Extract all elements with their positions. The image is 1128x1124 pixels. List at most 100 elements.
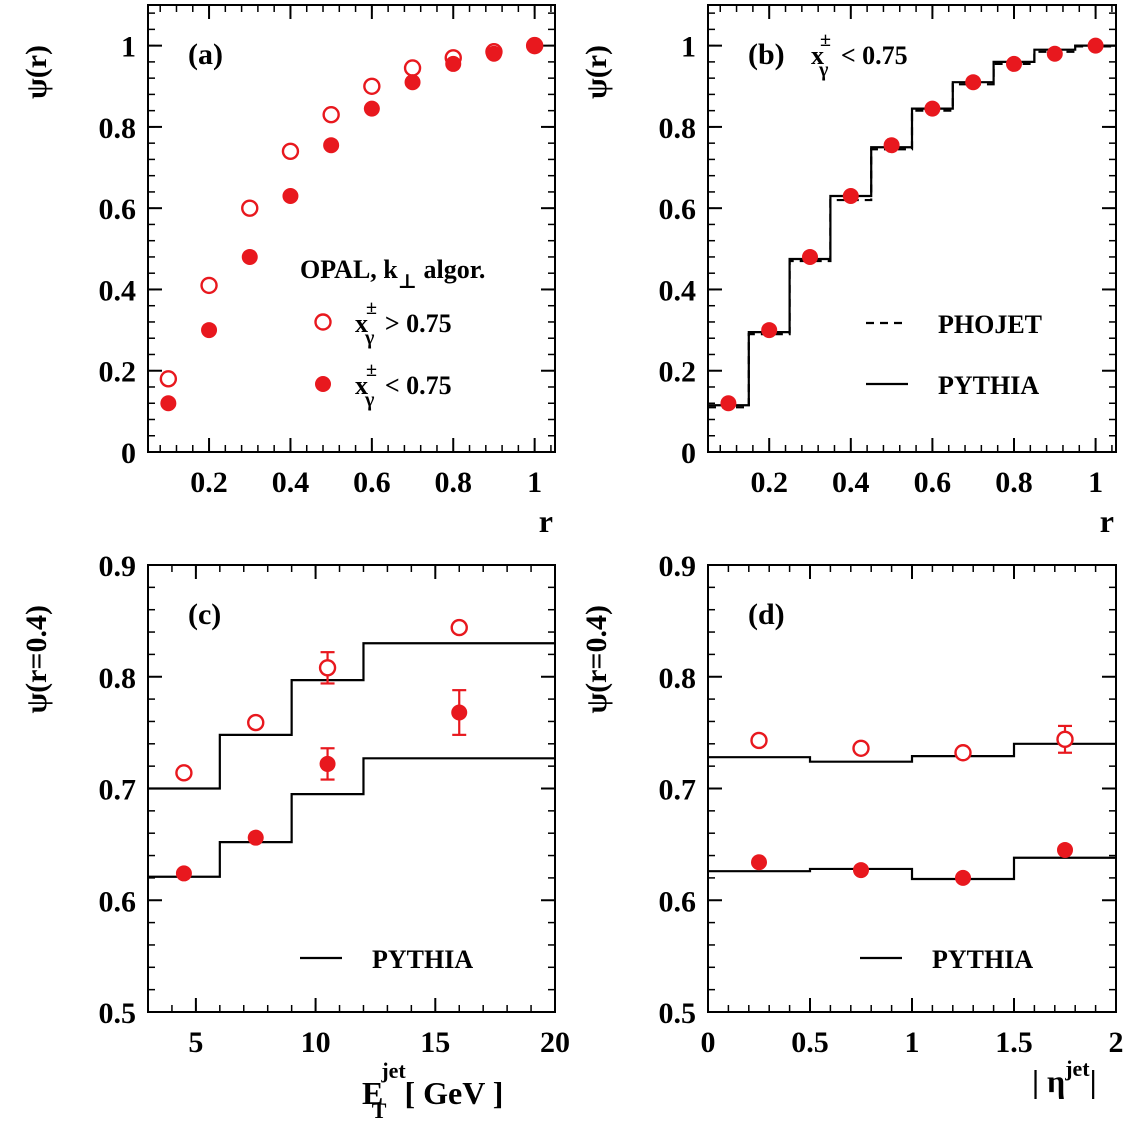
panel-c: 5 10 15 20 0.5 0.6 0.7 0.8 0.9 ψ(r=0.4) Ejet T [ Ge…: [20, 550, 570, 1123]
y-tick-label: 0.8: [99, 662, 137, 695]
filled-marker: [404, 74, 421, 91]
filled-marker: [1087, 37, 1104, 54]
panel-label: (b): [748, 38, 785, 71]
x-tick-label: 0.4: [832, 466, 870, 499]
open-marker: [750, 731, 768, 750]
filled-marker: [1006, 55, 1022, 72]
legend-entry: x± γ > 0.75: [355, 297, 452, 349]
filled-marker: [451, 704, 468, 721]
legend-cond: < 0.75: [378, 371, 451, 400]
open-marker: [450, 618, 468, 637]
y-tick-label: 0.5: [659, 997, 697, 1030]
open-marker: [363, 77, 381, 95]
filled-marker: [485, 45, 502, 62]
open-marker: [318, 659, 337, 677]
panel-label: (a): [188, 38, 223, 71]
filled-marker: [955, 869, 971, 886]
x-axis-unit: [ GeV ]: [396, 1075, 503, 1111]
filled-marker: [247, 829, 264, 846]
open-marker: [322, 106, 340, 124]
panel-label: (d): [748, 598, 785, 631]
filled-marker: [175, 865, 192, 882]
legend-entry: PYTHIA: [938, 371, 1039, 400]
x-axis-var: | η: [1032, 1063, 1065, 1099]
filled-marker: [160, 395, 177, 412]
condition-sup: ±: [820, 29, 831, 51]
model-line-pythia: [708, 44, 1116, 407]
legend-sup: ±: [366, 297, 377, 319]
y-tick-label: 0.8: [659, 112, 697, 145]
x-tick-label: 0.2: [190, 466, 228, 499]
panel-a: 0.2 0.4 0.6 0.8 1 0 0.2 0.4 0.6 0.8 1 ψ(r) r (a) OPAL,…: [20, 4, 556, 539]
y-tick-label: 0.4: [99, 274, 137, 307]
y-axis-label: ψ(r): [20, 45, 53, 99]
panel-condition: x± γ < 0.75: [811, 29, 908, 81]
legend-entry: PYTHIA: [372, 945, 473, 974]
legend-title-sub: ⊥: [398, 271, 417, 293]
model-line-pythia: [708, 856, 1116, 881]
filled-marker: [1057, 841, 1073, 858]
y-axis-label: ψ(r=0.4): [580, 605, 613, 714]
open-marker: [954, 744, 972, 762]
y-tick-label: 0.8: [99, 112, 137, 145]
model-line-pythia: [148, 642, 555, 790]
filled-marker: [751, 854, 767, 871]
plot-frame: [147, 4, 556, 453]
y-tick-label: 0: [681, 437, 696, 470]
y-tick-label: 1: [121, 31, 136, 64]
y-tick-label: 0.2: [99, 356, 137, 389]
filled-marker: [802, 248, 818, 265]
legend-marker-open: [314, 313, 332, 331]
y-tick-label: 1: [681, 31, 696, 64]
legend-entry: PHOJET: [938, 310, 1042, 339]
x-tick-label: 0.6: [914, 466, 952, 499]
open-marker: [247, 713, 265, 732]
x-tick-label: 0.6: [353, 466, 391, 499]
model-line-pythia: [148, 757, 555, 878]
open-marker: [281, 142, 300, 160]
x-axis-label: | ηjet|: [1032, 1056, 1097, 1099]
x-tick-label: 20: [540, 1026, 570, 1059]
filled-marker: [282, 187, 299, 204]
y-tick-label: 0.7: [659, 774, 697, 807]
filled-marker: [924, 100, 941, 117]
x-tick-label: 15: [420, 1026, 450, 1059]
filled-marker: [842, 187, 859, 204]
x-tick-label: 0.2: [750, 466, 788, 499]
filled-marker: [883, 137, 900, 154]
condition-value: < 0.75: [834, 41, 907, 70]
x-axis-var: E: [362, 1075, 383, 1111]
x-tick-label: 5: [188, 1026, 203, 1059]
legend-entry: x± γ < 0.75: [355, 359, 452, 411]
model-line-pythia: [708, 742, 1116, 763]
filled-marker: [323, 137, 340, 154]
filled-marker: [720, 395, 737, 412]
open-marker: [403, 59, 422, 77]
x-tick-label: 0.8: [435, 466, 473, 499]
filled-marker: [241, 248, 258, 265]
filled-marker: [526, 37, 543, 54]
y-tick-label: 0.7: [99, 774, 137, 807]
filled-marker: [761, 322, 778, 339]
open-marker: [852, 739, 870, 757]
condition-sub: γ: [818, 59, 829, 81]
x-tick-label: 2: [1109, 1026, 1124, 1059]
legend-title: OPAL, k⊥ algor.: [300, 255, 485, 293]
x-tick-label: 0.8: [995, 466, 1033, 499]
x-tick-label: 0.4: [272, 466, 310, 499]
x-tick-label: 0.5: [791, 1026, 829, 1059]
filled-marker: [201, 322, 218, 339]
x-axis-label: Ejet T [ GeV ]: [362, 1058, 503, 1123]
filled-marker: [319, 755, 336, 772]
y-axis-label: ψ(r=0.4): [20, 605, 53, 714]
filled-marker: [965, 74, 982, 91]
x-axis-sup: jet: [1064, 1056, 1090, 1081]
legend-sub: γ: [364, 327, 375, 349]
open-marker: [1056, 730, 1074, 749]
y-tick-label: 0.9: [99, 550, 137, 583]
x-tick-label: 10: [301, 1026, 331, 1059]
x-axis-tail: |: [1090, 1063, 1097, 1099]
legend-sub: γ: [364, 389, 375, 411]
x-tick-label: 1: [1088, 466, 1103, 499]
open-marker: [200, 276, 218, 295]
